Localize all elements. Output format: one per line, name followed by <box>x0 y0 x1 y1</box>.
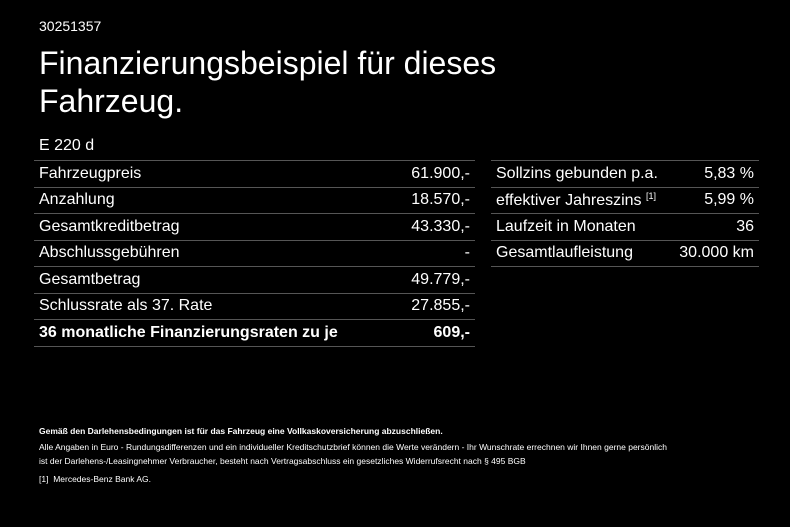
table-row: Gesamtbetrag 49.779,- <box>34 266 475 294</box>
footnote-text: Mercedes-Benz Bank AG. <box>53 474 151 484</box>
row-value: - <box>394 239 475 267</box>
row-value: 18.570,- <box>394 186 475 214</box>
footnote-mark: [1] <box>39 474 49 484</box>
row-label-cell: Laufzeit in Monaten <box>491 213 671 241</box>
listing-id: 30251357 <box>39 18 102 34</box>
row-label: Anzahlung <box>34 186 395 214</box>
row-label: Laufzeit in Monaten <box>496 217 636 235</box>
row-label-cell: Sollzins gebunden p.a. <box>491 160 671 188</box>
footnote-ref: [1] <box>646 190 657 201</box>
row-label: Gesamtbetrag <box>34 266 395 294</box>
row-label: Schlussrate als 37. Rate <box>34 292 395 320</box>
table-row: effektiver Jahreszins [1] 5,99 % <box>491 186 759 214</box>
row-label: Sollzins gebunden p.a. <box>496 164 658 182</box>
table-row: Sollzins gebunden p.a. 5,83 % <box>491 160 759 188</box>
row-value: 5,99 % <box>670 186 759 214</box>
footer-bold: Gemäß den Darlehensbedingungen ist für d… <box>39 426 443 436</box>
row-label-cell: effektiver Jahreszins [1] <box>491 186 671 214</box>
row-value: 36 <box>670 213 759 241</box>
row-value: 49.779,- <box>394 266 475 294</box>
table-row: Schlussrate als 37. Rate 27.855,- <box>34 292 475 320</box>
finance-table: Fahrzeugpreis 61.900,- Anzahlung 18.570,- Ge… <box>34 160 475 347</box>
rate-table: Sollzins gebunden p.a. 5,83 % effektiver J… <box>491 160 759 267</box>
row-value: 43.330,- <box>394 213 475 241</box>
row-label: Gesamtlaufleistung <box>496 244 633 262</box>
row-value: 609,- <box>394 319 475 347</box>
title-line: Fahrzeug. <box>39 83 184 119</box>
table-row: Fahrzeugpreis 61.900,- <box>34 160 475 188</box>
row-label: 36 monatliche Finanzierungsraten zu je <box>34 319 395 347</box>
row-value: 27.855,- <box>394 292 475 320</box>
row-label: Gesamtkreditbetrag <box>34 213 395 241</box>
footer-line: ist der Darlehens-/Leasingnehmer Verbrau… <box>39 456 526 466</box>
title-line: Finanzierungsbeispiel für dieses <box>39 45 497 81</box>
footnote: [1] Mercedes-Benz Bank AG. <box>39 472 667 486</box>
table-row: Abschlussgebühren - <box>34 239 475 267</box>
model: E 220 d <box>39 137 95 154</box>
table-row: Laufzeit in Monaten 36 <box>491 213 759 241</box>
table-row: Gesamtlaufleistung 30.000 km <box>491 239 759 267</box>
row-label: Fahrzeugpreis <box>34 160 395 188</box>
table-row: Anzahlung 18.570,- <box>34 186 475 214</box>
row-label: effektiver Jahreszins <box>496 191 642 209</box>
row-value: 30.000 km <box>670 239 759 267</box>
row-label: Abschlussgebühren <box>34 239 395 267</box>
title: Finanzierungsbeispiel für dieses Fahrzeu… <box>39 44 496 120</box>
footer: Gemäß den Darlehensbedingungen ist für d… <box>39 424 667 486</box>
row-value: 5,83 % <box>670 160 759 188</box>
row-value: 61.900,- <box>394 160 475 188</box>
footer-line: Alle Angaben in Euro - Rundungsdifferenz… <box>39 442 667 452</box>
table-row: 36 monatliche Finanzierungsraten zu je 60… <box>34 319 475 347</box>
row-label-cell: Gesamtlaufleistung <box>491 239 671 267</box>
table-row: Gesamtkreditbetrag 43.330,- <box>34 213 475 241</box>
